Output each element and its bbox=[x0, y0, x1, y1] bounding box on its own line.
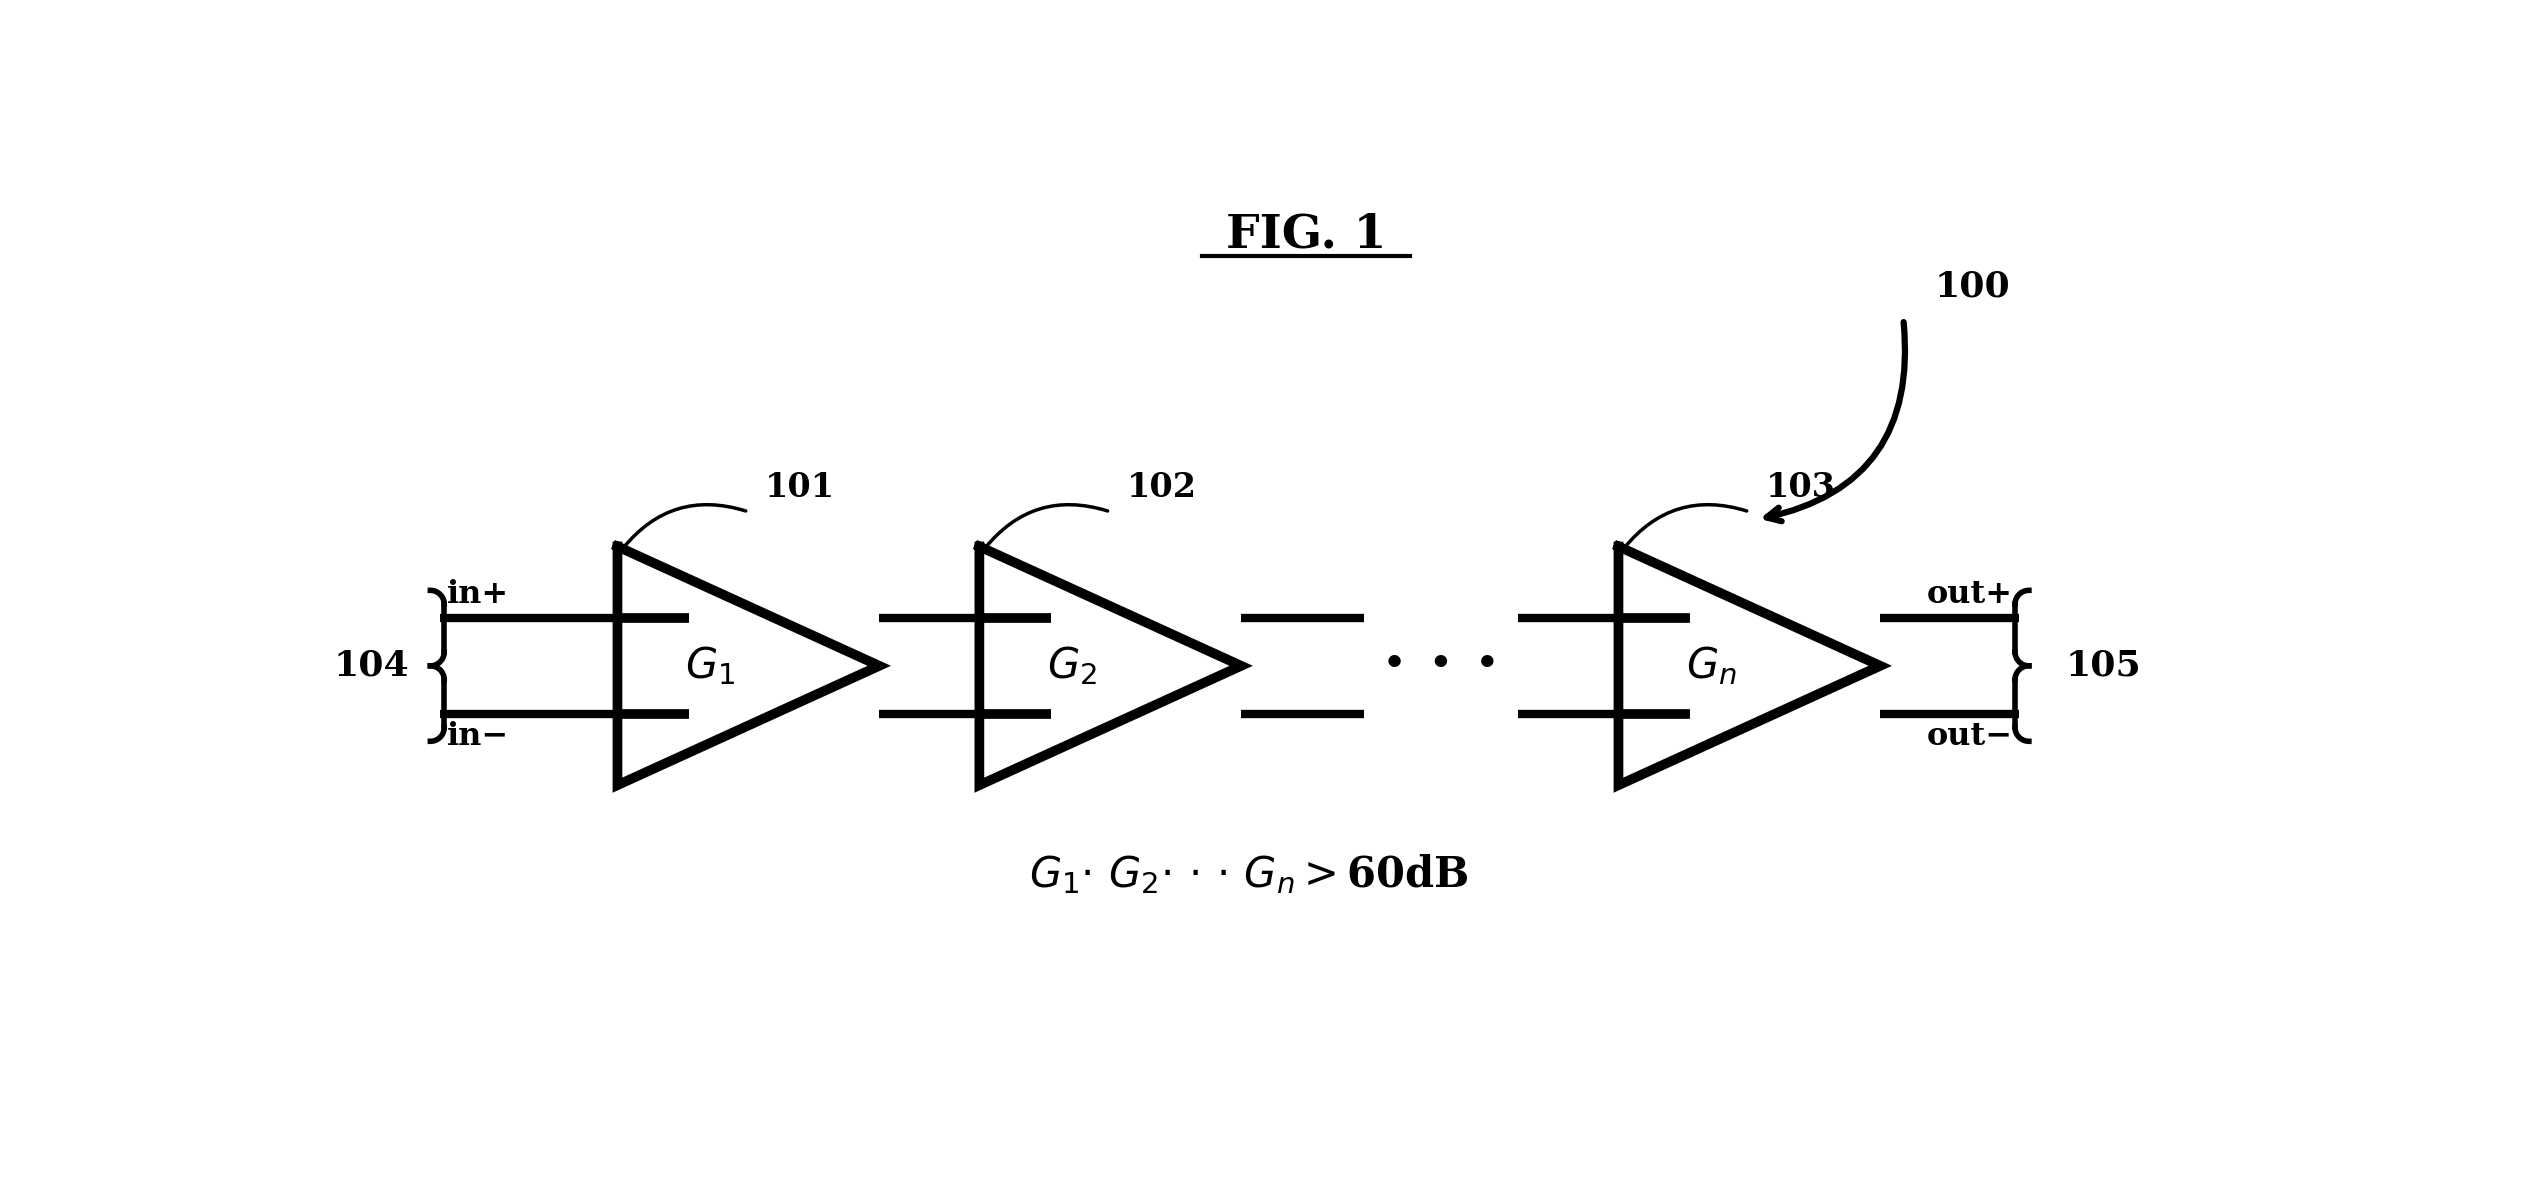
Text: 100: 100 bbox=[1934, 270, 2010, 304]
Text: $G_1$$\cdot$ $G_2$$\cdot$ $\cdot$ $\cdot$ $G_n$$>$60dB: $G_1$$\cdot$ $G_2$$\cdot$ $\cdot$ $\cdot… bbox=[1029, 852, 1468, 896]
Text: $G_1$: $G_1$ bbox=[685, 645, 734, 688]
Text: out+: out+ bbox=[1926, 580, 2013, 610]
Text: 103: 103 bbox=[1766, 471, 1837, 504]
Text: in+: in+ bbox=[446, 580, 510, 610]
Text: 105: 105 bbox=[2064, 649, 2140, 683]
Text: FIG. 1: FIG. 1 bbox=[1226, 212, 1386, 258]
Text: 102: 102 bbox=[1126, 471, 1198, 504]
Text: 101: 101 bbox=[764, 471, 836, 504]
Text: · · ·: · · · bbox=[1384, 634, 1498, 698]
Text: $G_2$: $G_2$ bbox=[1047, 645, 1096, 688]
Text: in−: in− bbox=[446, 721, 510, 752]
Text: 104: 104 bbox=[334, 649, 410, 683]
Text: $G_n$: $G_n$ bbox=[1684, 645, 1735, 688]
Text: out−: out− bbox=[1926, 721, 2013, 752]
